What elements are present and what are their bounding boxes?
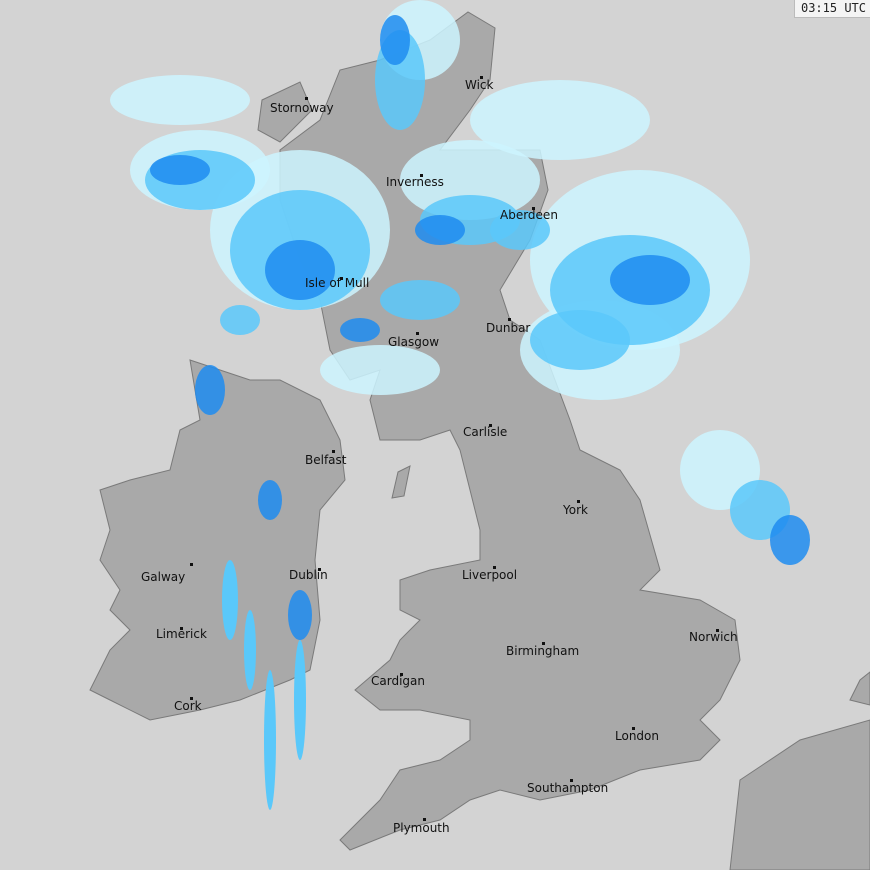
- city-dot: [190, 563, 193, 566]
- rain-echo-rain-light: [110, 75, 250, 125]
- city-label: Liverpool: [462, 568, 518, 582]
- city-label: Isle of Mull: [305, 276, 370, 290]
- city-label: Stornoway: [270, 101, 334, 115]
- city-label: London: [615, 729, 659, 743]
- rain-echo-rain-heavy: [265, 240, 335, 300]
- city-dot: [570, 779, 573, 782]
- city-dot: [716, 629, 719, 632]
- rain-echo-rain-heavy: [770, 515, 810, 565]
- rain-echo-rain-heavy: [610, 255, 690, 305]
- city-label: Inverness: [386, 175, 444, 189]
- rain-echo-rain-medium: [380, 280, 460, 320]
- city-label: Carlisle: [463, 425, 508, 439]
- city-dot: [542, 642, 545, 645]
- outer-hebrides: [257, 81, 313, 143]
- rain-echo-rain-heavy: [195, 365, 225, 415]
- timestamp: 03:15 UTC: [793, 0, 870, 18]
- rain-echo-rain-medium: [264, 670, 276, 810]
- rain-echo-rain-medium: [244, 610, 256, 690]
- city-dot: [423, 818, 426, 821]
- rain-echo-rain-medium: [294, 640, 306, 760]
- city-dot: [532, 207, 535, 210]
- city-dot: [190, 697, 193, 700]
- rain-echo-rain-medium: [222, 560, 238, 640]
- city-dot: [318, 568, 321, 571]
- land: [89, 11, 870, 870]
- city-label: Norwich: [689, 630, 738, 644]
- rain-echo-rain-heavy: [415, 215, 465, 245]
- city-label: Southampton: [527, 781, 609, 795]
- rain-echo-rain-heavy: [340, 318, 380, 342]
- city-label: Galway: [141, 570, 186, 584]
- city-dot: [508, 318, 511, 321]
- city-label: Wick: [465, 78, 494, 92]
- city-label: Dunbar: [486, 321, 531, 335]
- city-dot: [180, 627, 183, 630]
- rain-echo-rain-heavy: [150, 155, 210, 185]
- city-label: Birmingham: [506, 644, 580, 658]
- ireland: [89, 359, 346, 721]
- city-label: York: [563, 503, 588, 517]
- city-dot: [577, 500, 580, 503]
- city-dot: [489, 424, 492, 427]
- city-dot: [416, 332, 419, 335]
- rain-echo-rain-medium: [220, 305, 260, 335]
- great-britain: [279, 11, 741, 851]
- city-dot: [493, 566, 496, 569]
- rain-echo-rain-heavy: [258, 480, 282, 520]
- city-label: Aberdeen: [500, 208, 558, 222]
- rain-echo-rain-medium: [490, 210, 550, 250]
- city-dot: [332, 450, 335, 453]
- rain-echo-rain-medium: [530, 310, 630, 370]
- netherlands: [849, 671, 870, 706]
- city-dot: [632, 727, 635, 730]
- city-dot: [480, 76, 483, 79]
- rain-echo-rain-light: [320, 345, 440, 395]
- rain-echo-rain-heavy: [380, 15, 410, 65]
- isle-of-man: [391, 465, 411, 499]
- city-label: Cardigan: [371, 674, 425, 688]
- radar-echoes: [110, 0, 810, 810]
- city-dot: [340, 277, 343, 280]
- france: [729, 719, 870, 870]
- rain-echo-rain-heavy: [288, 590, 312, 640]
- city-label: Limerick: [156, 627, 207, 641]
- rain-echo-rain-light: [470, 80, 650, 160]
- city-label: Cork: [174, 699, 202, 713]
- city-label: Dublin: [289, 568, 328, 582]
- city-dot: [400, 673, 403, 676]
- city-label: Plymouth: [393, 821, 450, 835]
- city-dot: [420, 174, 423, 177]
- rain-echo-rain-light: [400, 140, 540, 220]
- city-label: Glasgow: [388, 335, 440, 349]
- city-dot: [305, 97, 308, 100]
- city-label: Belfast: [305, 453, 347, 467]
